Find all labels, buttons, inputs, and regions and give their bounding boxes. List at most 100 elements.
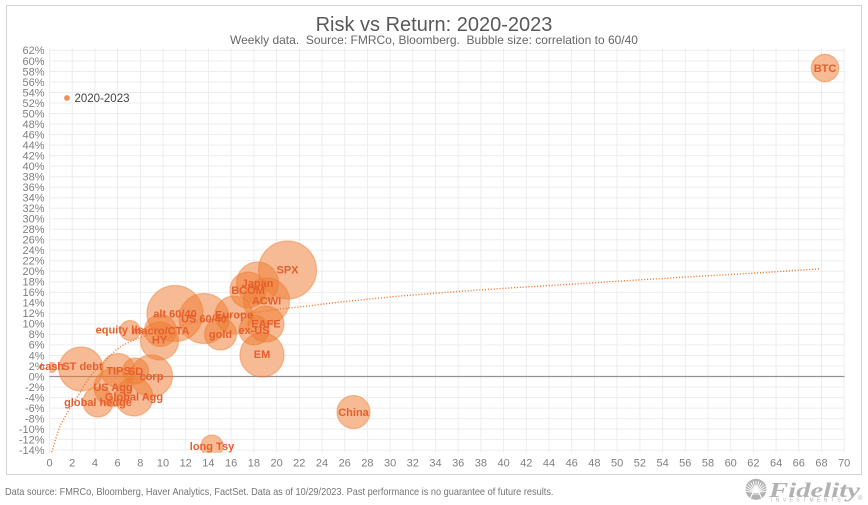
svg-text:52%: 52%	[22, 98, 44, 110]
svg-text:44: 44	[543, 458, 555, 470]
svg-text:30: 30	[384, 458, 396, 470]
svg-text:28%: 28%	[22, 224, 44, 236]
svg-text:12: 12	[180, 458, 192, 470]
svg-text:SPX: SPX	[276, 264, 299, 276]
svg-text:50%: 50%	[22, 108, 44, 120]
svg-text:34: 34	[429, 458, 441, 470]
svg-text:-4%: -4%	[25, 392, 45, 404]
svg-text:60%: 60%	[22, 56, 44, 68]
svg-text:4%: 4%	[29, 350, 45, 362]
svg-text:30%: 30%	[22, 214, 44, 226]
svg-text:Japan: Japan	[242, 278, 274, 290]
svg-text:34%: 34%	[22, 193, 44, 205]
svg-text:16: 16	[225, 458, 237, 470]
svg-text:0: 0	[46, 458, 52, 470]
svg-text:ACWI: ACWI	[252, 295, 281, 307]
svg-text:ST debt: ST debt	[62, 361, 103, 373]
svg-text:INVESTMENTS: INVESTMENTS	[771, 498, 844, 504]
svg-text:62%: 62%	[22, 45, 44, 57]
svg-text:2: 2	[69, 458, 75, 470]
svg-text:corp: corp	[140, 371, 164, 383]
svg-text:64: 64	[770, 458, 782, 470]
svg-text:US Agg: US Agg	[93, 382, 132, 394]
svg-text:32%: 32%	[22, 203, 44, 215]
svg-text:10%: 10%	[22, 319, 44, 331]
svg-text:-2%: -2%	[25, 382, 45, 394]
svg-text:-14%: -14%	[19, 445, 45, 457]
svg-text:22%: 22%	[22, 256, 44, 268]
svg-text:56%: 56%	[22, 77, 44, 89]
svg-text:58%: 58%	[22, 66, 44, 78]
svg-text:EAFE: EAFE	[251, 318, 280, 330]
svg-text:long Tsy: long Tsy	[190, 441, 235, 453]
svg-text:8: 8	[137, 458, 143, 470]
svg-text:14%: 14%	[22, 298, 44, 310]
svg-text:36%: 36%	[22, 182, 44, 194]
svg-text:equity l/s: equity l/s	[96, 324, 144, 336]
svg-text:44%: 44%	[22, 140, 44, 152]
svg-text:-12%: -12%	[19, 434, 45, 446]
svg-text:24: 24	[316, 458, 328, 470]
svg-text:EM: EM	[254, 349, 271, 361]
svg-text:BTC: BTC	[814, 63, 837, 75]
svg-text:6: 6	[115, 458, 121, 470]
svg-text:HY: HY	[152, 334, 168, 346]
svg-text:50: 50	[611, 458, 623, 470]
svg-text:-8%: -8%	[25, 413, 45, 425]
svg-text:20: 20	[270, 458, 282, 470]
svg-text:42%: 42%	[22, 150, 44, 162]
svg-text:18: 18	[248, 458, 260, 470]
svg-text:70: 70	[838, 458, 850, 470]
svg-text:BCOM: BCOM	[231, 285, 265, 297]
svg-text:48: 48	[588, 458, 600, 470]
svg-text:global hedge: global hedge	[64, 397, 132, 409]
svg-text:gold: gold	[209, 329, 232, 341]
svg-text:32: 32	[407, 458, 419, 470]
svg-text:macro/CTA: macro/CTA	[132, 325, 190, 337]
svg-text:58: 58	[702, 458, 714, 470]
svg-text:40%: 40%	[22, 161, 44, 173]
svg-text:68: 68	[815, 458, 827, 470]
svg-text:66: 66	[793, 458, 805, 470]
svg-text:38: 38	[475, 458, 487, 470]
svg-text:16%: 16%	[22, 287, 44, 299]
svg-text:cash: cash	[39, 361, 64, 373]
svg-text:2020-2023: 2020-2023	[75, 93, 130, 105]
svg-text:TIPS: TIPS	[106, 365, 130, 377]
svg-text:62: 62	[747, 458, 759, 470]
svg-text:Global Agg: Global Agg	[105, 391, 163, 403]
svg-text:60: 60	[725, 458, 737, 470]
svg-text:0%: 0%	[29, 371, 45, 383]
svg-text:-10%: -10%	[19, 424, 45, 436]
svg-text:20%: 20%	[22, 266, 44, 278]
svg-text:SD: SD	[128, 366, 143, 378]
svg-text:®: ®	[858, 495, 863, 502]
svg-text:4: 4	[92, 458, 98, 470]
svg-text:54%: 54%	[22, 87, 44, 99]
svg-text:18%: 18%	[22, 277, 44, 289]
svg-text:46: 46	[566, 458, 578, 470]
svg-text:24%: 24%	[22, 245, 44, 257]
svg-text:6%: 6%	[29, 340, 45, 352]
svg-text:8%: 8%	[29, 329, 45, 341]
svg-text:US 60/40: US 60/40	[181, 313, 227, 325]
svg-text:26%: 26%	[22, 235, 44, 247]
svg-text:42: 42	[520, 458, 532, 470]
svg-text:56: 56	[679, 458, 691, 470]
svg-text:2%: 2%	[29, 361, 45, 373]
svg-text:46%: 46%	[22, 129, 44, 141]
svg-text:10: 10	[157, 458, 169, 470]
svg-text:40: 40	[497, 458, 509, 470]
svg-text:alt 60/40: alt 60/40	[153, 308, 196, 320]
svg-text:14: 14	[202, 458, 214, 470]
svg-text:36: 36	[452, 458, 464, 470]
svg-text:12%: 12%	[22, 308, 44, 320]
svg-text:ex-US: ex-US	[238, 325, 269, 337]
svg-text:22: 22	[293, 458, 305, 470]
svg-text:Fidelity: Fidelity	[768, 478, 861, 502]
svg-text:Europe: Europe	[215, 309, 253, 321]
svg-text:48%: 48%	[22, 119, 44, 131]
svg-text:54: 54	[656, 458, 668, 470]
svg-text:38%: 38%	[22, 172, 44, 184]
svg-text:26: 26	[339, 458, 351, 470]
